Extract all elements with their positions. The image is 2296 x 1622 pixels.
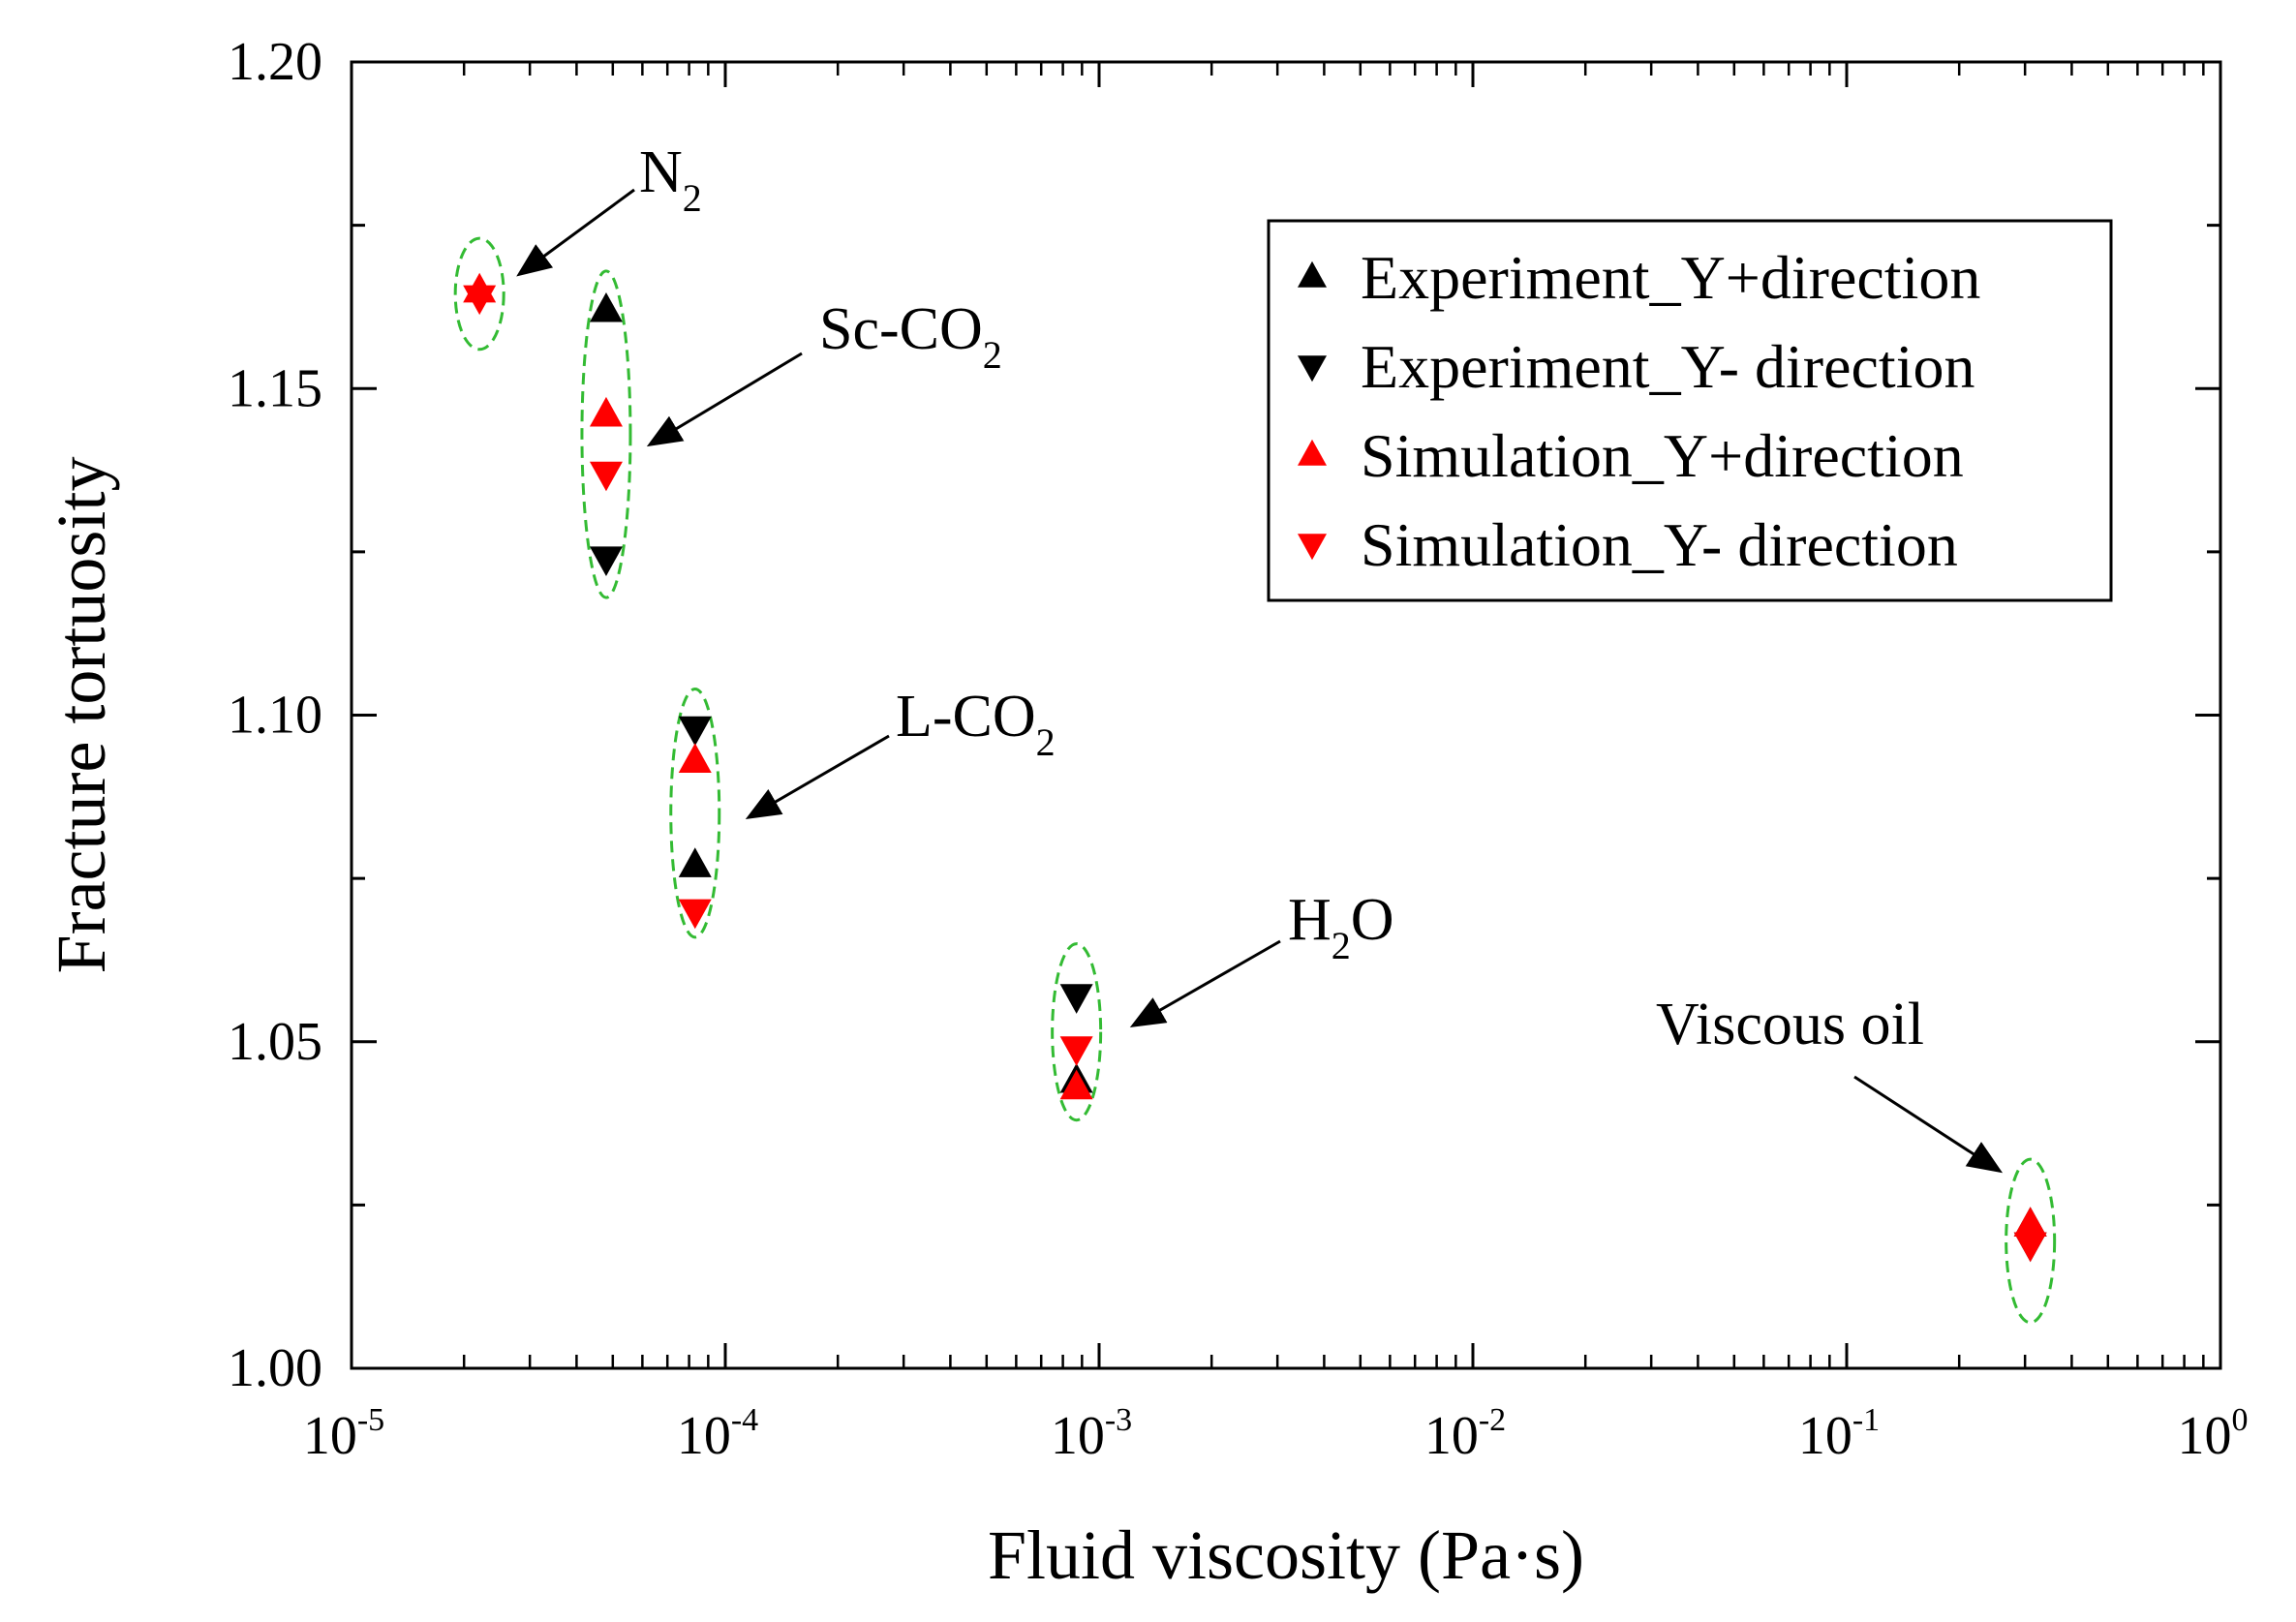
annotation-arrow [1129, 939, 1281, 1027]
x-tick-label: 10-5 [303, 1402, 384, 1466]
group-label: Sc-CO2 [819, 296, 1002, 377]
group-label: Viscous oil [1656, 992, 1924, 1057]
data-point [1059, 984, 1093, 1014]
legend-label: Experiment_Y+direction [1361, 243, 1980, 312]
x-tick-exponent: -1 [1852, 1402, 1880, 1438]
data-point [589, 291, 623, 322]
data-point [1059, 1069, 1093, 1100]
x-tick-exponent: 0 [2232, 1402, 2249, 1438]
group-label: H2O [1288, 887, 1394, 967]
x-tick-exponent: -4 [731, 1402, 758, 1438]
x-tick-base: 10 [1051, 1406, 1105, 1466]
y-tick-label: 1.10 [228, 686, 322, 746]
legend-label: Simulation_Y- direction [1361, 510, 1958, 579]
group-label-main: L-CO [896, 684, 1036, 750]
annotation-arrow [745, 734, 890, 820]
group-label: L-CO2 [896, 684, 1056, 764]
data-markers [463, 272, 2047, 1263]
legend-label: Simulation_Y+direction [1361, 421, 1964, 490]
group-label-subscript: 2 [1036, 720, 1056, 764]
data-point [2013, 1207, 2047, 1237]
x-tick-label: 10-4 [677, 1402, 758, 1466]
y-axis-tick-labels: 1.00 1.05 1.10 1.15 1.20 [228, 32, 322, 1398]
group-label: N2 [639, 139, 702, 220]
plot-frame [350, 60, 2222, 1370]
data-point [589, 546, 623, 576]
y-axis-title: Fracture tortuosity [43, 457, 120, 974]
data-point [1059, 1036, 1093, 1066]
x-tick-base: 10 [1424, 1406, 1479, 1466]
group-label-main: Viscous oil [1656, 992, 1924, 1057]
x-axis-tick-labels: 10-5 10-4 10-3 10-2 10-1 100 [303, 1402, 2249, 1466]
y-axis-ticks [352, 60, 2220, 1370]
x-tick-base: 10 [1798, 1406, 1852, 1466]
x-tick-base: 10 [2178, 1406, 2232, 1466]
data-point [2013, 1232, 2047, 1263]
legend-marker [1298, 260, 1327, 288]
group-ellipse [2005, 1157, 2057, 1325]
x-tick-exponent: -2 [1479, 1402, 1506, 1438]
legend-marker [1298, 439, 1327, 466]
group-label-subscript: 2 [983, 333, 1002, 377]
x-tick-label: 10-2 [1424, 1402, 1506, 1466]
fluid-groups [453, 236, 2057, 1325]
group-label-main: Sc-CO [819, 296, 983, 362]
legend-marker [1298, 534, 1327, 561]
legend-box [1267, 219, 2113, 602]
data-point [589, 396, 623, 427]
annotation-arrow [1853, 1075, 2004, 1174]
x-tick-label: 10-3 [1051, 1402, 1132, 1466]
annotation-arrow [516, 188, 635, 277]
data-point [678, 743, 712, 773]
x-tick-base: 10 [303, 1406, 357, 1466]
x-tick-base: 10 [677, 1406, 731, 1466]
data-point [678, 716, 712, 747]
data-point [678, 847, 712, 877]
group-label-main: N [639, 139, 683, 205]
group-label-subscript: 2 [1332, 924, 1351, 967]
group-label-subscript: 2 [683, 176, 702, 220]
group-ellipse [1051, 942, 1103, 1122]
y-tick-label: 1.15 [228, 358, 322, 418]
legend-label: Experiment_Y- direction [1361, 332, 1975, 401]
legend-marker [1298, 355, 1327, 383]
x-tick-exponent: -5 [357, 1402, 384, 1438]
legend: Experiment_Y+direction Experiment_Y- dire… [1267, 219, 2113, 602]
x-tick-label: 10-1 [1798, 1402, 1880, 1466]
group-ellipse [669, 688, 721, 939]
data-point [589, 461, 623, 492]
data-point [463, 285, 497, 316]
y-tick-label: 1.00 [228, 1338, 322, 1398]
x-tick-label: 100 [2178, 1402, 2249, 1466]
group-label-main: H [1288, 887, 1332, 953]
data-point [678, 899, 712, 930]
x-tick-exponent: -3 [1105, 1402, 1132, 1438]
group-label-suffix: O [1351, 887, 1394, 953]
x-axis-title: Fluid viscosity (Pa·s) [988, 1516, 1584, 1594]
annotation-arrow [646, 352, 803, 447]
group-ellipse [453, 236, 505, 352]
y-tick-label: 1.20 [228, 32, 322, 92]
group-ellipse [580, 269, 632, 599]
y-tick-label: 1.05 [228, 1012, 322, 1072]
